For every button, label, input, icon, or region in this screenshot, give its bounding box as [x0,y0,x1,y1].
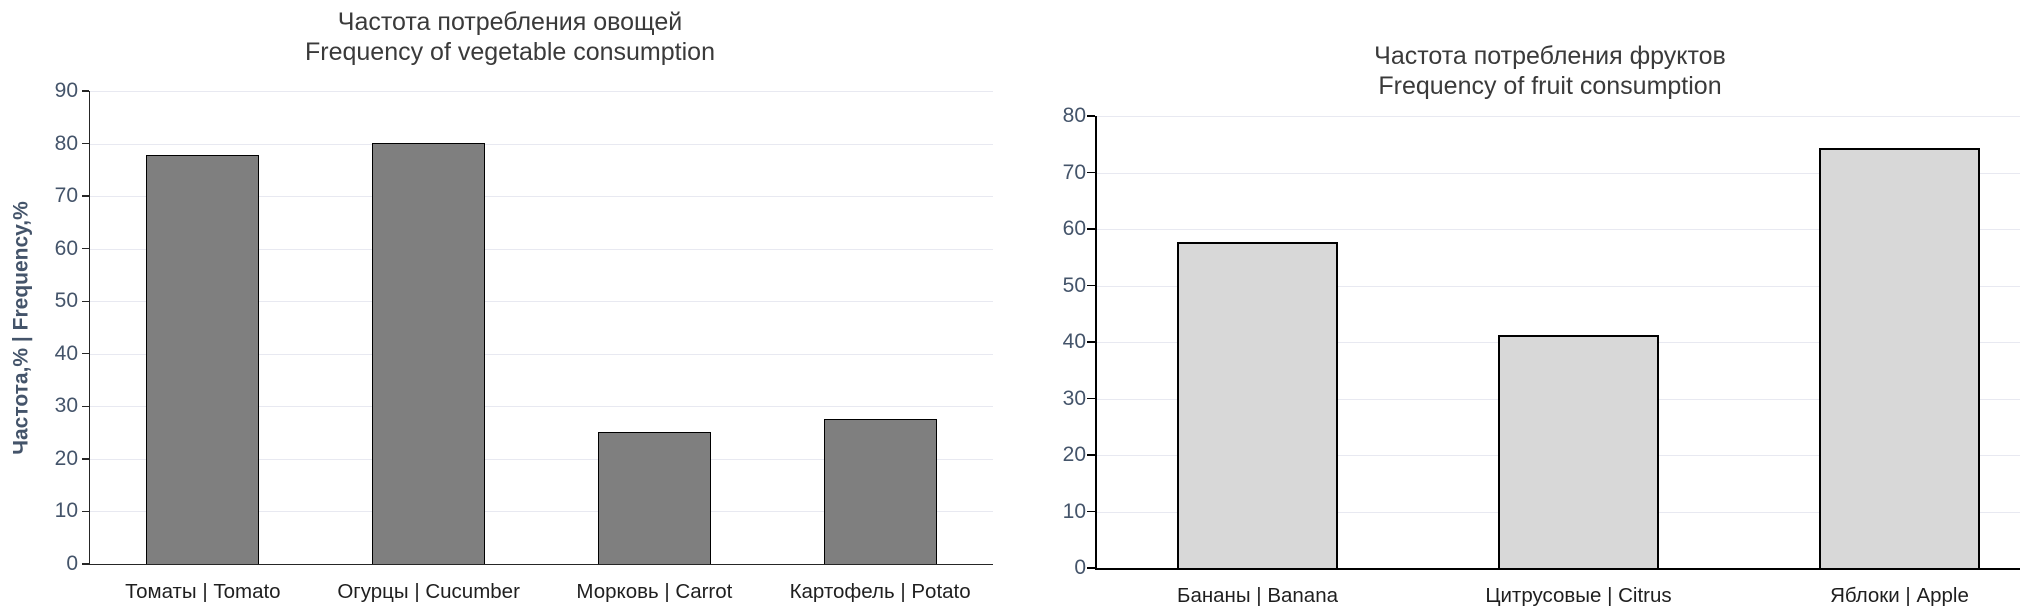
bar-2 [1819,147,1980,568]
y-axis-tick [1086,454,1095,456]
gridline [90,301,993,303]
y-axis-tick-label: 90 [54,79,78,102]
y-axis-tick-label: 60 [1062,217,1086,240]
y-axis-tick [81,353,89,355]
gridline [90,511,993,513]
y-axis-tick [1086,284,1095,287]
y-axis-tick-label: 80 [54,131,78,155]
chart-title-ru: Частота потребления фруктов [1374,42,1726,70]
bar-2 [597,431,711,564]
category-label: Томаты | Tomato [125,580,281,603]
y-axis-tick [1086,397,1095,400]
y-axis-tick-label: 20 [54,446,78,470]
y-axis-tick [1086,171,1095,174]
category-label: Яблоки | Apple [1830,584,1969,607]
plot-area [90,91,993,564]
y-axis-tick-label: 60 [54,236,78,260]
y-axis-title: Частота,% | Frequency,% [9,200,32,455]
y-axis-line [88,91,90,566]
category-label: Картофель | Potato [789,580,971,603]
y-axis-tick-label: 50 [1062,273,1086,297]
y-axis-tick-label: 0 [1074,556,1086,579]
bar-1 [1498,335,1659,568]
fruit-consumption-chart: Частота потребления фруктов Frequency of… [1040,0,2020,615]
y-axis-tick [81,247,89,250]
y-axis-tick [81,195,89,197]
gridline [1097,172,2020,174]
y-axis-tick-label: 20 [1062,443,1086,466]
gridline [90,406,993,408]
y-axis-tick-label: 70 [1062,160,1086,184]
gridline [1097,116,2020,117]
gridline [1097,229,2020,230]
y-axis-tick-label: 70 [54,184,78,208]
gridline [90,458,993,460]
y-axis-tick-label: 80 [1062,104,1086,127]
category-label: Огурцы | Cucumber [337,580,520,603]
y-axis-tick [81,300,89,302]
gridline [90,143,993,145]
chart-title: Частота потребления овощей Frequency of … [0,7,1020,67]
y-axis-tick [81,405,89,408]
y-axis-tick-label: 30 [54,394,78,418]
gridline [90,91,993,92]
y-axis-tick [1086,510,1095,513]
chart-title: Частота потребления фруктов Frequency of… [1040,41,2020,101]
gridline [90,248,993,250]
x-axis-line [1094,568,2020,571]
y-axis-line [1094,116,1097,571]
y-axis-tick [81,563,89,565]
y-axis-tick-label: 40 [1062,330,1086,353]
y-axis-tick [81,142,89,145]
y-axis-tick-label: 50 [54,289,78,313]
plot-area [1097,116,2020,568]
bar-0 [1177,242,1338,568]
category-label: Цитрусовые | Citrus [1485,584,1672,607]
gridline [90,196,993,198]
y-axis-tick [81,90,89,92]
category-label: Бананы | Banana [1176,584,1339,607]
chart-title-ru: Частота потребления овощей [337,8,683,36]
y-axis-tick-label: 10 [1062,499,1086,523]
chart-title-en: Frequency of fruit consumption [1378,72,1722,100]
y-axis-tick [81,510,89,513]
gridline [90,353,993,355]
bar-0 [146,154,260,564]
y-axis-tick [1086,228,1095,230]
y-axis-tick [1086,341,1095,343]
y-axis-tick [1086,115,1095,117]
chart-title-en: Frequency of vegetable consumption [305,38,715,66]
y-axis-tick-label: 30 [1062,386,1086,410]
y-axis-tick [81,458,89,460]
y-axis-tick-label: 40 [54,341,78,365]
bar-3 [823,418,937,564]
category-label: Морковь | Carrot [576,580,733,603]
gridline [1097,285,2020,287]
vegetable-consumption-chart: Частота потребления овощей Frequency of … [0,7,1020,603]
y-axis-tick-label: 10 [54,499,78,523]
bar-1 [372,143,486,564]
y-axis-tick [1086,567,1095,569]
x-axis-line [88,564,993,566]
y-axis-tick-label: 0 [66,552,78,575]
